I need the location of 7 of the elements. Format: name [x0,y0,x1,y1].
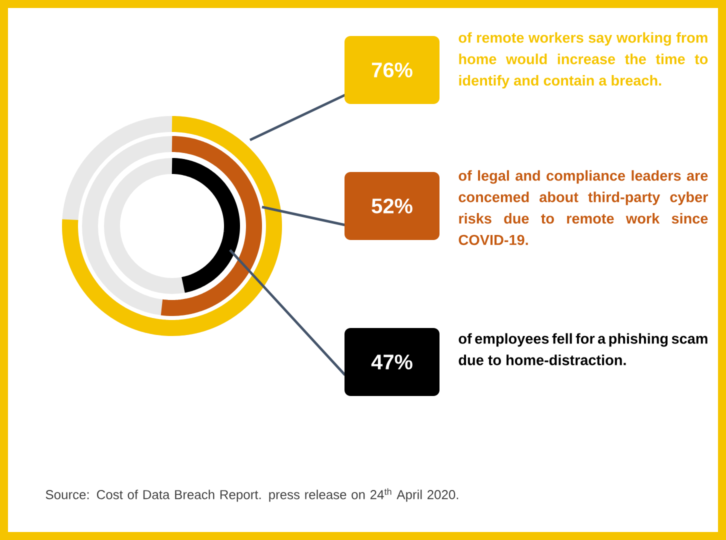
category-label: of employees fell for a phishing scam due to home-distraction. [458,333,708,366]
data-label: 47% [371,354,412,370]
category-label: of remote workers say working from home would increase the time to identify and contain a breach. [458,32,708,89]
source-note: Source: Cost of Data Breach Report. press release on 24$^{th}$ April 2020. [46,488,458,502]
data-label: 76% [372,62,412,78]
category-label: of legal and compliance leaders are concemed about third-party cyber risks due to remote work since COVID-19. [458,170,708,246]
data-label: 52% [372,198,412,214]
